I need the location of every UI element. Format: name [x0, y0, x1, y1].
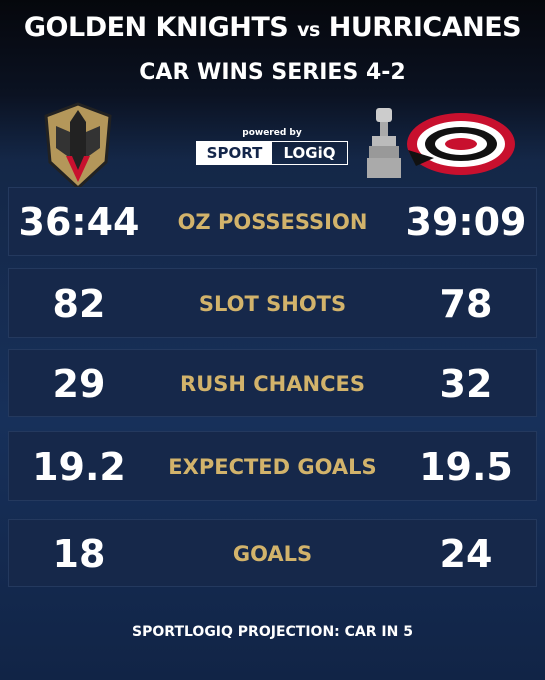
- stat-label: SLOT SHOTS: [198, 292, 347, 316]
- powered-by: powered by: [242, 128, 302, 138]
- left-value: 29: [52, 362, 106, 406]
- stat-label: RUSH CHANCES: [180, 372, 365, 396]
- cup-icon: [367, 108, 401, 178]
- right-value: 78: [439, 282, 493, 326]
- right-value: 39:09: [405, 200, 527, 244]
- footer: SPORTLOGIQ PROJECTION: CAR IN 5: [132, 624, 413, 640]
- left-value: 18: [52, 532, 106, 576]
- left-value: 82: [52, 282, 106, 326]
- vegas-logo: [44, 102, 112, 190]
- title: GOLDEN KNIGHTS vs HURRICANES: [0, 12, 545, 43]
- brand-logo: SPORT LOGiQ: [196, 141, 348, 165]
- stat-row: 29 RUSH CHANCES 32: [8, 349, 537, 417]
- subtitle: CAR WINS SERIES 4-2: [139, 60, 406, 85]
- stat-row: 18 GOALS 24: [8, 519, 537, 587]
- stat-label: OZ POSSESSION: [177, 210, 368, 234]
- stat-label: GOALS: [232, 542, 313, 566]
- stat-label: EXPECTED GOALS: [168, 455, 377, 479]
- left-value: 36:44: [18, 200, 140, 244]
- brand-sport: SPORT: [197, 142, 272, 164]
- stat-row: 19.2 EXPECTED GOALS 19.5: [8, 431, 537, 501]
- right-value: 24: [439, 532, 493, 576]
- brand: powered by SPORT LOGiQ: [196, 128, 348, 165]
- left-value: 19.2: [32, 445, 126, 489]
- stat-row: 82 SLOT SHOTS 78: [8, 268, 537, 338]
- brand-logiq: LOGiQ: [283, 144, 336, 162]
- right-value: 19.5: [419, 445, 513, 489]
- team-left: GOLDEN KNIGHTS: [23, 12, 289, 43]
- team-right: HURRICANES: [328, 12, 522, 43]
- hurricanes-logo: [407, 113, 515, 175]
- vs: vs: [297, 19, 320, 41]
- right-value: 32: [439, 362, 493, 406]
- stat-row: 36:44 OZ POSSESSION 39:09: [8, 187, 537, 256]
